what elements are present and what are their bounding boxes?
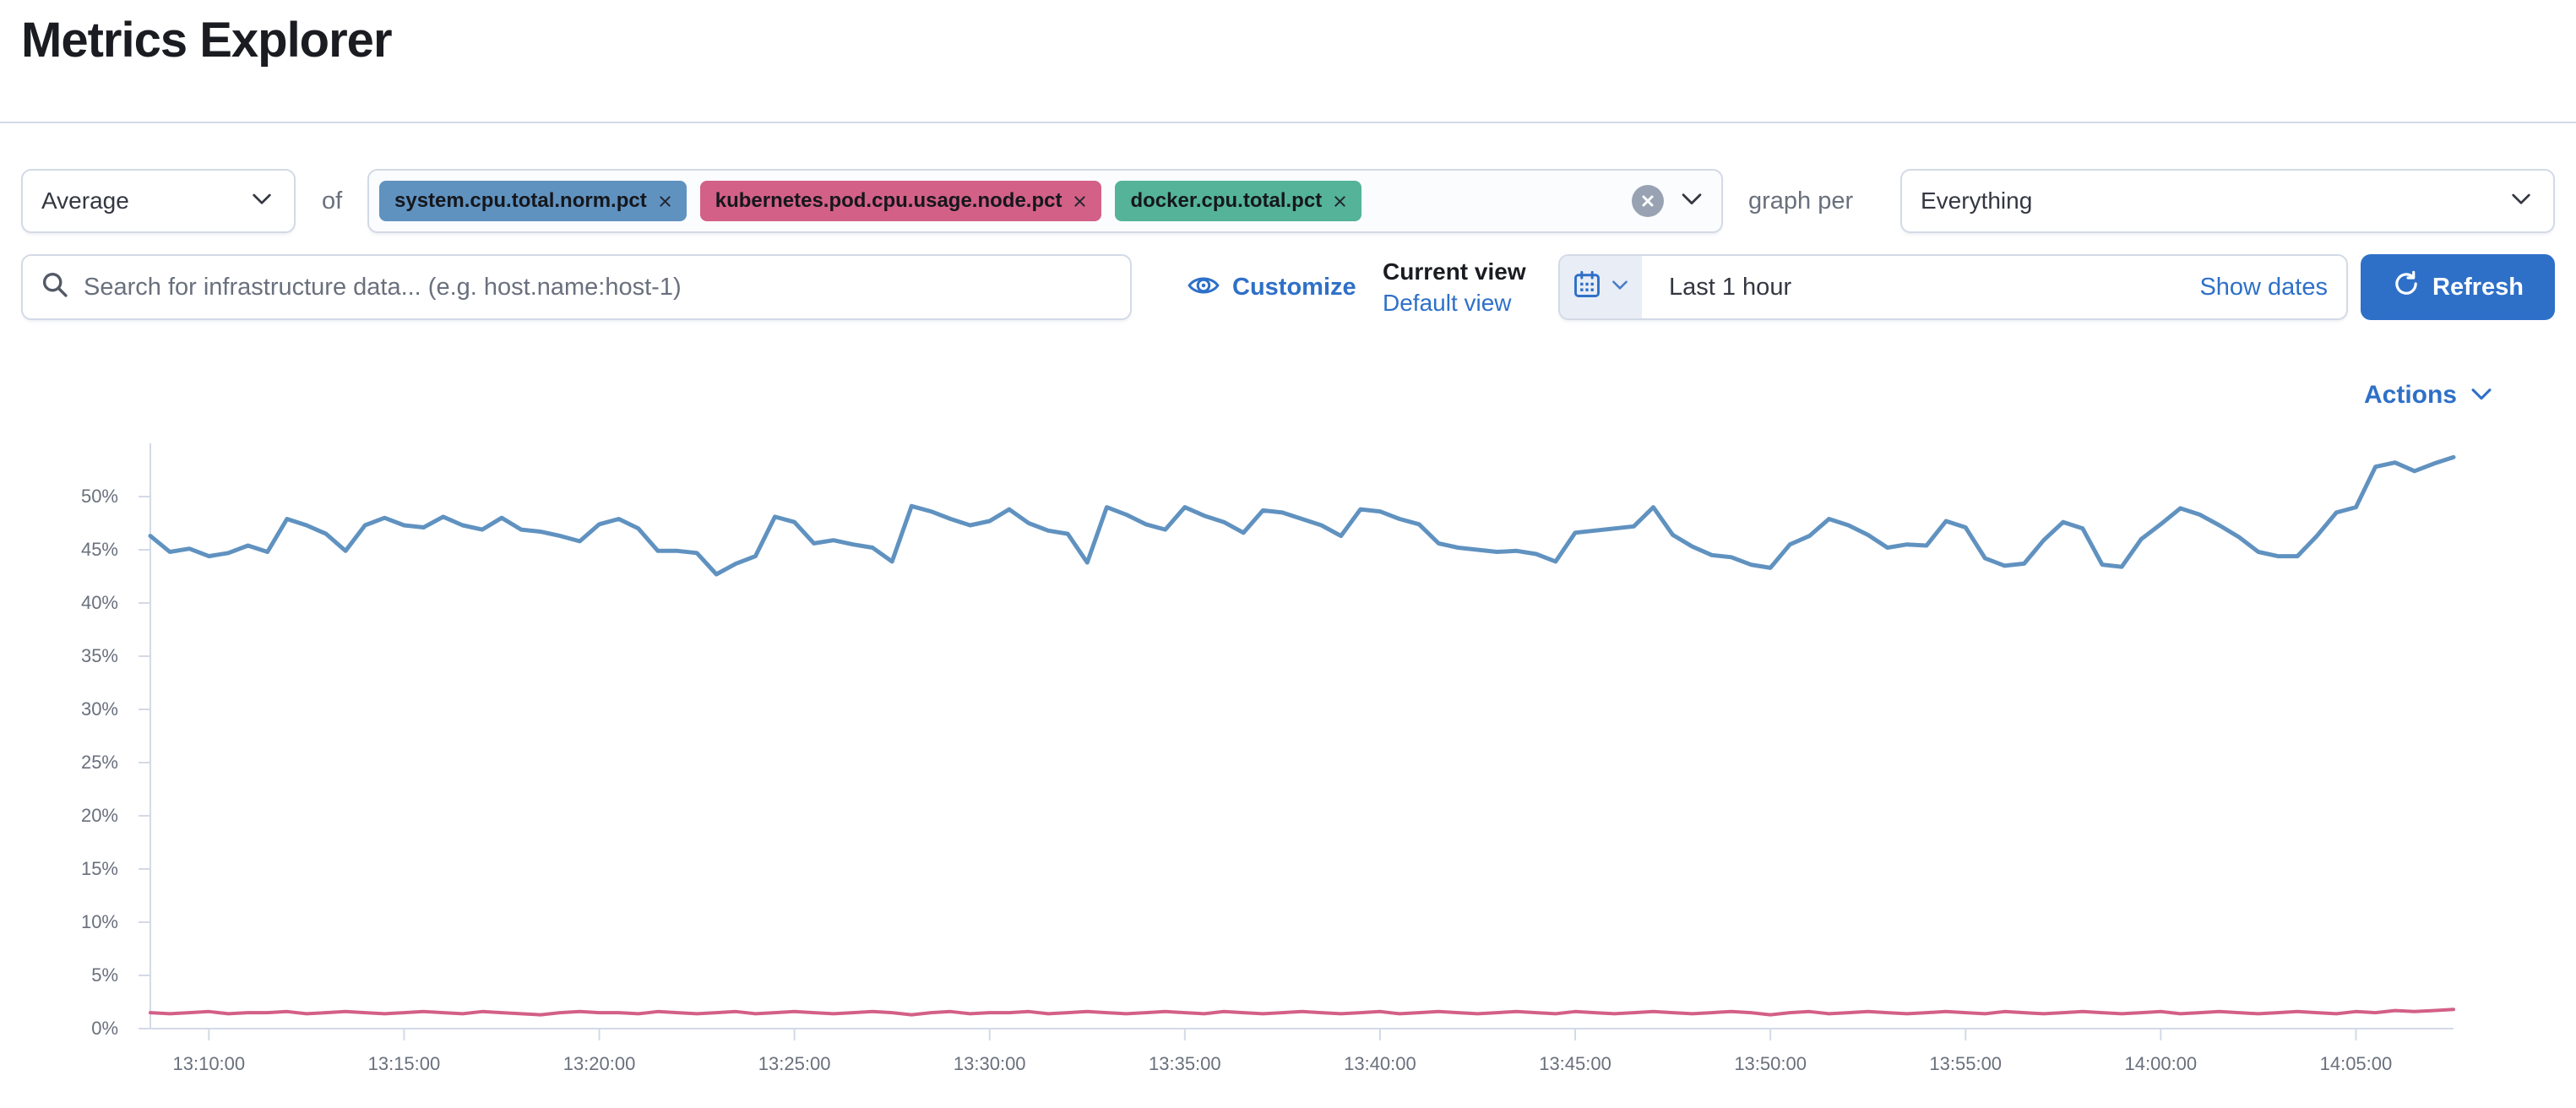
metric-pill-label: kubernetes.pod.cpu.usage.node.pct (715, 189, 1062, 212)
y-axis-label: 15% (80, 858, 118, 879)
x-axis-label: 13:55:00 (1929, 1053, 2003, 1074)
date-picker-toggle[interactable] (1560, 256, 1642, 318)
chevron-down-icon (1609, 274, 1631, 301)
y-axis-label: 0% (91, 1018, 118, 1039)
group-by-value: Everything (1921, 187, 2033, 214)
chart-actions-menu[interactable]: Actions (2364, 378, 2496, 412)
series-line-kubernetes.pod.cpu.usage.node.pct (149, 1008, 2455, 1017)
search-toolbar: Search for infrastructure data... (e.g. … (0, 254, 2576, 320)
chevron-down-icon (2508, 185, 2535, 218)
aggregation-value: Average (41, 187, 129, 214)
chevron-down-icon (248, 185, 275, 218)
time-range-value[interactable]: Last 1 hour (1669, 273, 1792, 301)
y-axis-label: 5% (91, 964, 118, 986)
aggregation-select[interactable]: Average (21, 169, 296, 233)
eye-icon (1187, 269, 1220, 307)
metric-pill-label: docker.cpu.total.pct (1130, 189, 1323, 212)
metrics-chart: 0% 5% 10% 15% 20% 25% 30% 35% 40% 45% 50% 13:10:00 1… (0, 443, 2576, 1108)
clear-metrics-icon[interactable] (1632, 185, 1664, 217)
customize-label: Customize (1232, 273, 1356, 301)
header-divider (0, 122, 2576, 123)
default-view-link[interactable]: Default view (1383, 290, 1512, 316)
metric-pill[interactable]: system.cpu.total.norm.pct (379, 181, 687, 221)
x-axis-label: 14:00:00 (2124, 1053, 2198, 1074)
metric-pill-list: system.cpu.total.norm.pct kubernetes.pod.… (379, 181, 1632, 221)
search-input[interactable]: Search for infrastructure data... (e.g. … (21, 254, 1132, 320)
x-axis-label: 13:15:00 (367, 1053, 441, 1074)
y-axis-label: 40% (80, 592, 118, 613)
customize-button[interactable]: Customize (1187, 254, 1356, 320)
chevron-down-icon[interactable] (1677, 184, 1706, 219)
x-axis-label: 13:40:00 (1344, 1053, 1416, 1074)
view-switcher: Current view Default view (1383, 257, 1526, 319)
actions-label: Actions (2363, 381, 2457, 409)
y-axis-label: 45% (80, 539, 118, 560)
calendar-icon (1572, 269, 1602, 306)
graph-per-label: graph per (1748, 187, 1854, 215)
chevron-down-icon (2467, 379, 2496, 412)
x-axis-label: 13:35:00 (1149, 1053, 1221, 1074)
x-axis-label: 14:05:00 (2319, 1053, 2393, 1074)
show-dates-button[interactable]: Show dates (2199, 273, 2328, 301)
search-placeholder: Search for infrastructure data... (e.g. … (84, 273, 682, 301)
of-label: of (322, 187, 343, 215)
x-axis-label: 13:25:00 (758, 1053, 831, 1074)
metric-pill-label: system.cpu.total.norm.pct (394, 189, 647, 212)
y-axis-label: 10% (80, 911, 118, 932)
y-axis-label: 30% (80, 698, 118, 720)
x-axis-label: 13:50:00 (1734, 1053, 1807, 1074)
remove-metric-icon[interactable] (1072, 193, 1088, 209)
remove-metric-icon[interactable] (657, 193, 673, 209)
time-range-picker: Last 1 hour Show dates (1558, 254, 2348, 320)
metric-toolbar: Average of system.cpu.total.norm.pct kube… (0, 169, 2576, 233)
x-axis-label: 13:20:00 (562, 1053, 636, 1074)
current-view-label: Current view (1383, 258, 1526, 285)
remove-metric-icon[interactable] (1332, 193, 1348, 209)
metric-pill[interactable]: kubernetes.pod.cpu.usage.node.pct (699, 181, 1102, 221)
y-axis-label: 20% (80, 805, 118, 826)
metric-combobox[interactable]: system.cpu.total.norm.pct kubernetes.pod.… (367, 169, 1723, 233)
chart-plot-area[interactable] (0, 443, 2576, 1094)
series-line-system.cpu.total.norm.pct (148, 454, 2456, 577)
page-title: Metrics Explorer (21, 13, 393, 68)
search-icon (40, 269, 70, 306)
y-axis-label: 50% (80, 486, 118, 507)
refresh-icon (2392, 269, 2421, 305)
x-axis-label: 13:10:00 (172, 1053, 246, 1074)
y-axis-label: 35% (80, 645, 118, 666)
refresh-label: Refresh (2432, 273, 2524, 301)
metric-pill[interactable]: docker.cpu.total.pct (1115, 181, 1362, 221)
group-by-select[interactable]: Everything (1900, 169, 2555, 233)
refresh-button[interactable]: Refresh (2361, 254, 2555, 320)
x-axis-label: 13:30:00 (953, 1053, 1026, 1074)
y-axis-label: 25% (80, 752, 118, 773)
x-axis-label: 13:45:00 (1539, 1053, 1611, 1074)
